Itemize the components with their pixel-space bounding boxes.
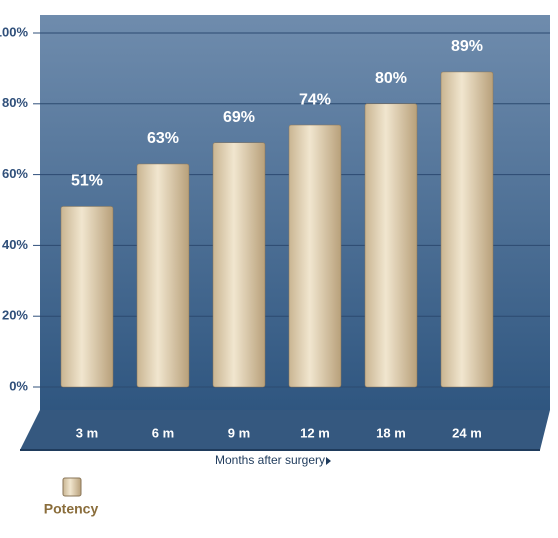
y-tick-label: 40% (2, 237, 28, 252)
y-tick-label: 60% (2, 166, 28, 181)
legend: Potency (44, 477, 99, 517)
floor (20, 410, 550, 450)
bar (288, 124, 342, 388)
x-tick-label: 24 m (452, 425, 482, 440)
bar (60, 206, 114, 388)
bar (136, 163, 190, 388)
value-label: 89% (451, 38, 483, 55)
y-tick-label: 0% (9, 378, 28, 393)
arrow-icon (326, 457, 331, 465)
value-label: 63% (147, 130, 179, 147)
bar (440, 71, 494, 388)
legend-label: Potency (44, 501, 99, 517)
bar (364, 103, 418, 388)
value-label: 80% (375, 70, 407, 87)
x-tick-label: 12 m (300, 425, 330, 440)
x-axis-label: Months after surgery (215, 453, 325, 467)
value-label: 51% (71, 173, 103, 190)
y-tick-label: 100% (0, 24, 28, 39)
value-label: 69% (223, 109, 255, 126)
bar (212, 142, 266, 388)
legend-swatch (62, 477, 82, 497)
x-tick-label: 18 m (376, 425, 406, 440)
x-tick-label: 3 m (76, 425, 98, 440)
x-tick-label: 9 m (228, 425, 250, 440)
x-tick-label: 6 m (152, 425, 174, 440)
y-tick-label: 20% (2, 308, 28, 323)
y-tick-label: 80% (2, 95, 28, 110)
value-label: 74% (299, 91, 331, 108)
